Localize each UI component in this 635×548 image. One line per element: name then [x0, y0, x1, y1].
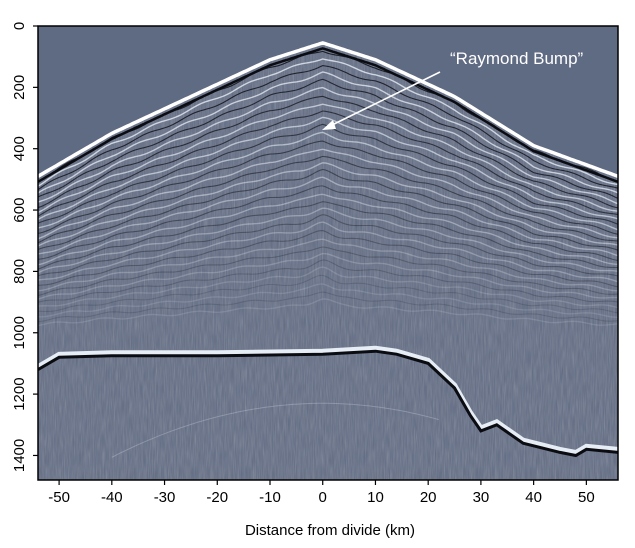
- x-tick-label: -40: [101, 489, 123, 506]
- internal-layer: [38, 140, 618, 235]
- y-tick-label: 0: [11, 22, 28, 30]
- annotation-arrow: [322, 71, 441, 130]
- y-tick-label: 600: [11, 198, 28, 223]
- x-tick-label: 20: [420, 489, 437, 506]
- x-tick-label: 50: [578, 489, 595, 506]
- internal-layer: [38, 230, 618, 288]
- bed-reflector: [38, 345, 618, 458]
- internal-layer: [38, 168, 618, 251]
- y-tick-label: 200: [11, 75, 28, 100]
- internal-layer: [38, 131, 618, 231]
- y-tick-label: 1000: [11, 316, 28, 349]
- internal-layer: [38, 246, 618, 297]
- basal-diffraction: [111, 402, 439, 458]
- x-tick-label: -30: [154, 489, 176, 506]
- internal-layer: [38, 162, 618, 247]
- internal-layer: [38, 238, 618, 292]
- x-axis-title: Distance from divide (km): [245, 522, 415, 539]
- y-axis: 0 200 400 600 800 1000 1200 1400: [11, 22, 38, 472]
- internal-layer: [38, 78, 618, 199]
- raymond-bump-label: “Raymond Bump”: [450, 49, 584, 68]
- internal-layer: [38, 207, 618, 274]
- internal-layer: [38, 58, 618, 187]
- internal-layer: [38, 116, 618, 221]
- x-axis: -50 -40 -30 -20 -10 0 10 20 30 40 50: [48, 480, 595, 506]
- x-tick-label: 10: [367, 489, 384, 506]
- internal-layer: [38, 266, 618, 309]
- plot-frame: [37, 25, 619, 481]
- internal-layer: [38, 95, 618, 209]
- internal-layer: [38, 252, 618, 300]
- surface-reflector: [38, 41, 618, 183]
- internal-layer: [38, 291, 618, 323]
- internal-layer: [38, 283, 618, 318]
- internal-layer: [38, 110, 618, 217]
- air-region: [38, 26, 618, 177]
- internal-layer: [38, 201, 618, 270]
- internal-layer: [38, 193, 618, 266]
- internal-layer: [38, 65, 618, 191]
- internal-layer: [38, 86, 618, 205]
- near-surface-layer: [38, 47, 618, 183]
- x-tick-label: 30: [473, 489, 490, 506]
- bed-line-dark: [38, 349, 618, 458]
- y-tick-label: 400: [11, 136, 28, 161]
- y-tick-label: 800: [11, 259, 28, 284]
- internal-layer: [38, 185, 618, 262]
- x-tick-label: 40: [525, 489, 542, 506]
- bed-line-light: [38, 345, 618, 456]
- internal-layer: [38, 274, 618, 314]
- surface-line: [38, 41, 618, 178]
- y-tick-label: 1200: [11, 377, 28, 410]
- internal-layer: [38, 298, 618, 327]
- x-tick-label: -10: [259, 489, 281, 506]
- internal-layer: [38, 259, 618, 303]
- internal-layer: [38, 155, 618, 244]
- internal-layer: [38, 148, 618, 240]
- internal-layers: [38, 26, 618, 458]
- x-tick-label: -50: [48, 489, 70, 506]
- internal-layer: [38, 71, 618, 194]
- internal-layer: [38, 103, 618, 214]
- x-tick-label: 0: [319, 489, 327, 506]
- y-tick-label: 1400: [11, 439, 28, 472]
- internal-layer: [38, 221, 618, 283]
- internal-layer: [38, 176, 618, 257]
- x-tick-label: -20: [206, 489, 228, 506]
- internal-layer: [38, 214, 618, 277]
